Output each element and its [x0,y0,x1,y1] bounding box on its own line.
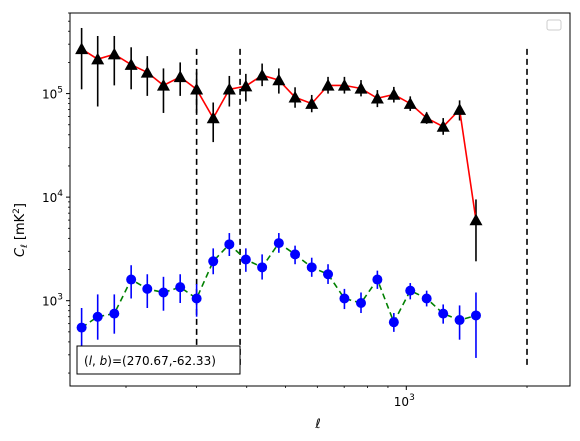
series-2-point-2 [92,311,103,322]
series-2-point-17 [339,293,350,304]
series-1-point-16 [321,78,335,91]
series-1-point-9 [206,111,220,124]
x-axis-label: ℓ [314,417,320,432]
series-1-point-19 [370,91,384,104]
series-2-point-18 [356,297,367,308]
series-1-point-17 [337,78,351,91]
series-1-point-15 [305,97,319,109]
series-1-point-1 [75,42,89,55]
series-1-point-14 [288,90,302,103]
x-tick-label-1: 103 [394,393,415,409]
series-1-point-23 [436,120,450,132]
annotation-box [76,345,241,375]
series-1-point-7 [173,70,187,83]
series-1-point-3 [107,47,121,60]
series-1-point-10 [222,82,236,95]
annotation-text: (l, b)=(270.67,-62.33) [84,354,216,368]
series-1-point-18 [354,81,368,94]
series-1-point-21 [403,97,417,109]
series-2-point-19 [372,274,383,285]
series-2-point-11 [240,254,251,265]
y-tick-label-2: 104 [42,189,63,205]
series-2-point-3 [109,308,120,319]
axis-ticks: 103 104 105 103 [42,12,528,409]
annotation: (l, b)=(270.67,-62.33) [76,345,241,375]
plot-area [75,27,528,367]
series-1-point-2 [91,52,105,65]
series-1-point-8 [190,82,204,95]
series-1 [75,27,483,262]
series-2-point-7 [175,282,186,293]
series-2-point-21 [405,285,416,296]
series-2-point-16 [323,269,334,280]
series-2-point-8 [191,293,202,304]
series-2-point-12 [257,262,268,273]
axes-frame [69,12,571,387]
series-2-point-5 [142,283,153,294]
series-1-point-5 [140,65,154,78]
y-tick-label-3: 105 [42,86,63,102]
series-1-point-20 [387,87,401,100]
series-2 [76,233,481,358]
series-1-point-4 [124,58,138,70]
series-2-point-13 [273,238,284,249]
series-1-point-22 [420,111,434,124]
series-1-point-13 [272,73,286,86]
series-2-point-22 [421,293,432,304]
series-2-point-1 [76,322,87,333]
series-2-point-15 [306,262,317,273]
series-2-point-23 [438,308,449,319]
series-1-point-25 [469,213,483,226]
series-2-point-10 [224,239,235,250]
series-1-point-6 [156,78,170,91]
series-1-point-12 [255,68,269,81]
series-2-point-9 [208,256,219,267]
legend-box [546,19,562,31]
y-tick-label-1: 103 [42,293,63,309]
series-2-point-24 [454,315,465,326]
series-2-point-6 [158,287,169,298]
series-2-point-14 [290,249,301,260]
series-2-point-20 [388,317,399,328]
series-1-point-24 [453,103,467,115]
series-2-point-4 [126,274,137,285]
series-1-point-11 [239,79,253,92]
y-axis-label: Cℓ [mK2] [12,203,30,257]
series-2-point-25 [470,310,481,321]
